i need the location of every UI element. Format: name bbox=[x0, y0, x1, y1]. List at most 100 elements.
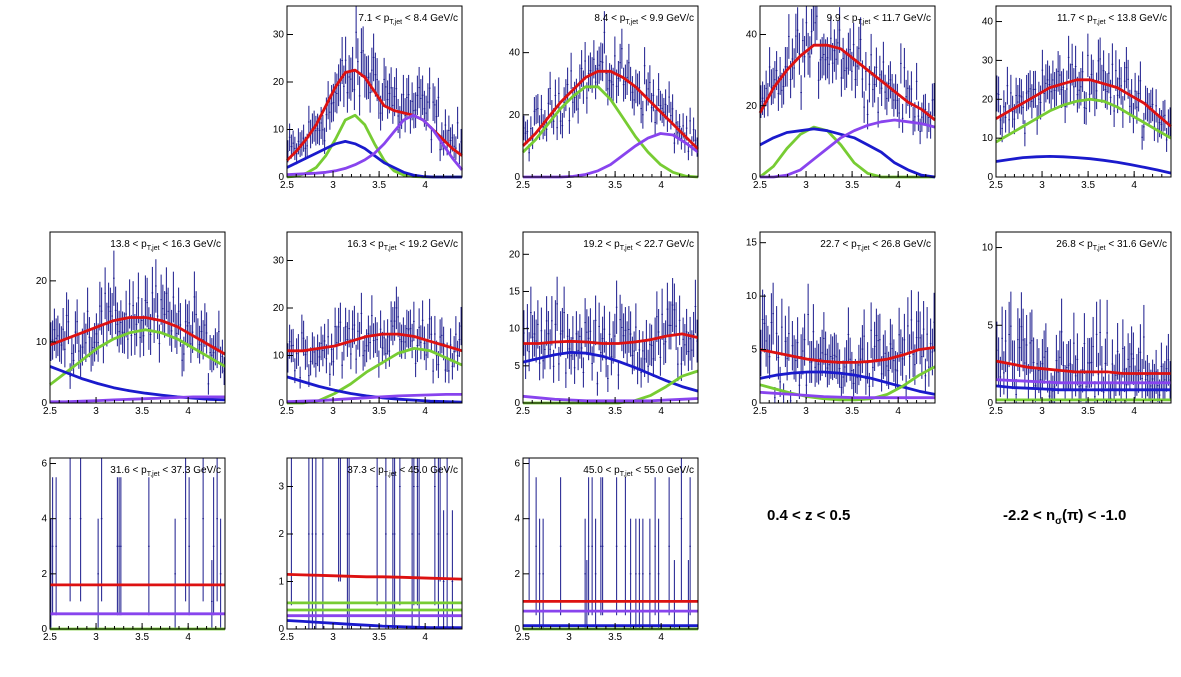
fit-curve-component_purple bbox=[286, 393, 462, 403]
x-tick-label: 2.5 bbox=[280, 406, 294, 417]
y-tick-label: 0 bbox=[987, 398, 993, 409]
y-axis-0: 0 10 20 30 bbox=[273, 30, 293, 183]
x-tick-label: 2.5 bbox=[989, 406, 1003, 417]
y-tick-label: 0 bbox=[41, 398, 47, 409]
y-tick-label: 3 bbox=[278, 482, 284, 493]
fit-curve-total_fit bbox=[522, 69, 699, 150]
x-tick-label: 3.5 bbox=[1081, 180, 1095, 191]
x-tick-label: 4 bbox=[185, 632, 191, 643]
panel-label: 16.3 < pT,jet < 19.2 GeV/c bbox=[347, 239, 458, 252]
x-tick-label: 3.5 bbox=[135, 406, 149, 417]
fit-curve-component_blue bbox=[759, 127, 936, 179]
y-tick-label: 40 bbox=[982, 17, 994, 28]
fit-curve-component_blue bbox=[522, 351, 699, 393]
y-tick-label: 4 bbox=[514, 514, 520, 525]
panel-9: 2.5 3 3.5 4 0 2 4 6 31.6 < pT,jet < 37.3 GeV/c bbox=[41, 457, 226, 643]
fit-curve-component_blue bbox=[995, 155, 1172, 175]
y-tick-label: 5 bbox=[987, 320, 993, 331]
y-axis-4: 0 10 20 bbox=[36, 276, 56, 409]
fit-curve-total_fit bbox=[49, 316, 226, 356]
fit-curve-component_purple bbox=[50, 395, 225, 404]
x-tick-label: 4 bbox=[422, 632, 428, 643]
y-tick-label: 40 bbox=[509, 48, 521, 59]
fit-curve-total_fit bbox=[523, 332, 699, 345]
y-tick-label: 10 bbox=[36, 337, 48, 348]
x-tick-label: 2.5 bbox=[43, 406, 57, 417]
y-tick-label: 10 bbox=[982, 133, 994, 144]
panel-10: 2.5 3 3.5 4 0 1 2 3 37.3 < pT,jet < 45.0 GeV/c bbox=[278, 457, 463, 643]
panel-label: 7.1 < pT,jet < 8.4 GeV/c bbox=[358, 13, 458, 26]
y-tick-label: 0 bbox=[41, 624, 47, 635]
data-points-4 bbox=[50, 250, 225, 395]
x-tick-label: 4 bbox=[658, 632, 664, 643]
y-axis-8: 0 5 10 bbox=[982, 243, 1002, 409]
panel-0: 2.5 3 3.5 4 0 10 20 30 7.1 < pT,jet < 8.4 GeV/c bbox=[273, 5, 464, 191]
panel-label: 37.3 < pT,jet < 45.0 GeV/c bbox=[347, 465, 458, 478]
panel-4: 2.5 3 3.5 4 0 10 20 13.8 < pT,jet < 16.3 GeV/c bbox=[36, 231, 226, 417]
x-tick-label: 3 bbox=[93, 632, 99, 643]
z-range-label: 0.4 < z < 0.5 bbox=[767, 507, 851, 524]
x-axis-2: 2.5 3 3.5 4 bbox=[753, 171, 936, 191]
x-tick-label: 2.5 bbox=[989, 180, 1003, 191]
fit-curve-component_purple bbox=[522, 394, 699, 403]
fit-curve-total_fit bbox=[759, 346, 936, 364]
fit-curve-total_fit bbox=[287, 332, 463, 353]
x-axis-0: 2.5 3 3.5 4 bbox=[280, 171, 463, 191]
y-tick-label: 20 bbox=[746, 101, 758, 112]
y-tick-label: 20 bbox=[509, 249, 521, 260]
x-tick-label: 2.5 bbox=[516, 180, 530, 191]
x-tick-label: 2.5 bbox=[516, 632, 530, 643]
fit-curve-component_purple bbox=[286, 113, 464, 176]
y-tick-label: 30 bbox=[982, 55, 994, 66]
y-tick-label: 0 bbox=[987, 172, 993, 183]
x-tick-label: 2.5 bbox=[43, 632, 57, 643]
x-tick-label: 3 bbox=[566, 406, 572, 417]
x-tick-label: 2.5 bbox=[753, 180, 767, 191]
y-tick-label: 0 bbox=[278, 398, 284, 409]
x-tick-label: 4 bbox=[895, 180, 901, 191]
x-axis-5: 2.5 3 3.5 4 bbox=[280, 397, 463, 417]
data-points-11 bbox=[528, 458, 691, 629]
fit-curve-component_blue bbox=[995, 384, 1171, 392]
panel-label: 11.7 < pT,jet < 13.8 GeV/c bbox=[1057, 13, 1167, 26]
y-axis-6: 0 5 10 15 20 bbox=[509, 249, 529, 409]
panel-frame bbox=[759, 5, 936, 178]
fit-curve-component_blue bbox=[49, 365, 226, 402]
x-tick-label: 3.5 bbox=[135, 632, 149, 643]
data-points-0 bbox=[287, 6, 462, 165]
y-tick-label: 10 bbox=[746, 291, 758, 302]
x-tick-label: 3 bbox=[566, 180, 572, 191]
panel-label: 8.4 < pT,jet < 9.9 GeV/c bbox=[594, 13, 694, 26]
y-tick-label: 40 bbox=[746, 30, 758, 41]
fit-curve-total_fit bbox=[758, 43, 936, 122]
y-tick-label: 30 bbox=[273, 30, 285, 41]
x-axis-3: 2.5 3 3.5 4 bbox=[989, 171, 1172, 191]
data-points-9 bbox=[50, 458, 222, 629]
panel-label: 45.0 < pT,jet < 55.0 GeV/c bbox=[583, 465, 694, 478]
panel-frame bbox=[49, 457, 226, 630]
x-tick-label: 3.5 bbox=[372, 180, 386, 191]
panel-6: 2.5 3 3.5 4 0 5 10 15 20 19.2 < pT,jet < 22.7 GeV… bbox=[509, 231, 699, 417]
y-tick-label: 10 bbox=[273, 351, 285, 362]
x-tick-label: 3 bbox=[1039, 180, 1045, 191]
y-tick-label: 1 bbox=[278, 577, 284, 588]
fit-curve-component_green bbox=[49, 328, 226, 386]
y-tick-label: 2 bbox=[514, 569, 520, 580]
x-tick-label: 3.5 bbox=[845, 180, 859, 191]
nsigma-range-label: -2.2 < nσ(π) < -1.0 bbox=[1003, 507, 1126, 527]
fit-curve-component_purple bbox=[995, 378, 1171, 385]
y-tick-label: 0 bbox=[514, 398, 520, 409]
y-tick-label: 15 bbox=[509, 286, 521, 297]
y-tick-label: 6 bbox=[514, 459, 520, 470]
panel-frame bbox=[286, 231, 463, 404]
panel-5: 2.5 3 3.5 4 0 10 20 30 16.3 < pT,jet < 19.2 GeV/… bbox=[273, 231, 463, 417]
y-tick-label: 10 bbox=[509, 324, 521, 335]
x-tick-label: 2.5 bbox=[516, 406, 530, 417]
x-tick-label: 2.5 bbox=[280, 632, 294, 643]
panel-frame bbox=[759, 231, 936, 404]
fit-curve-component_blue bbox=[759, 370, 936, 396]
data-points-6 bbox=[523, 276, 698, 396]
y-tick-label: 15 bbox=[746, 238, 758, 249]
